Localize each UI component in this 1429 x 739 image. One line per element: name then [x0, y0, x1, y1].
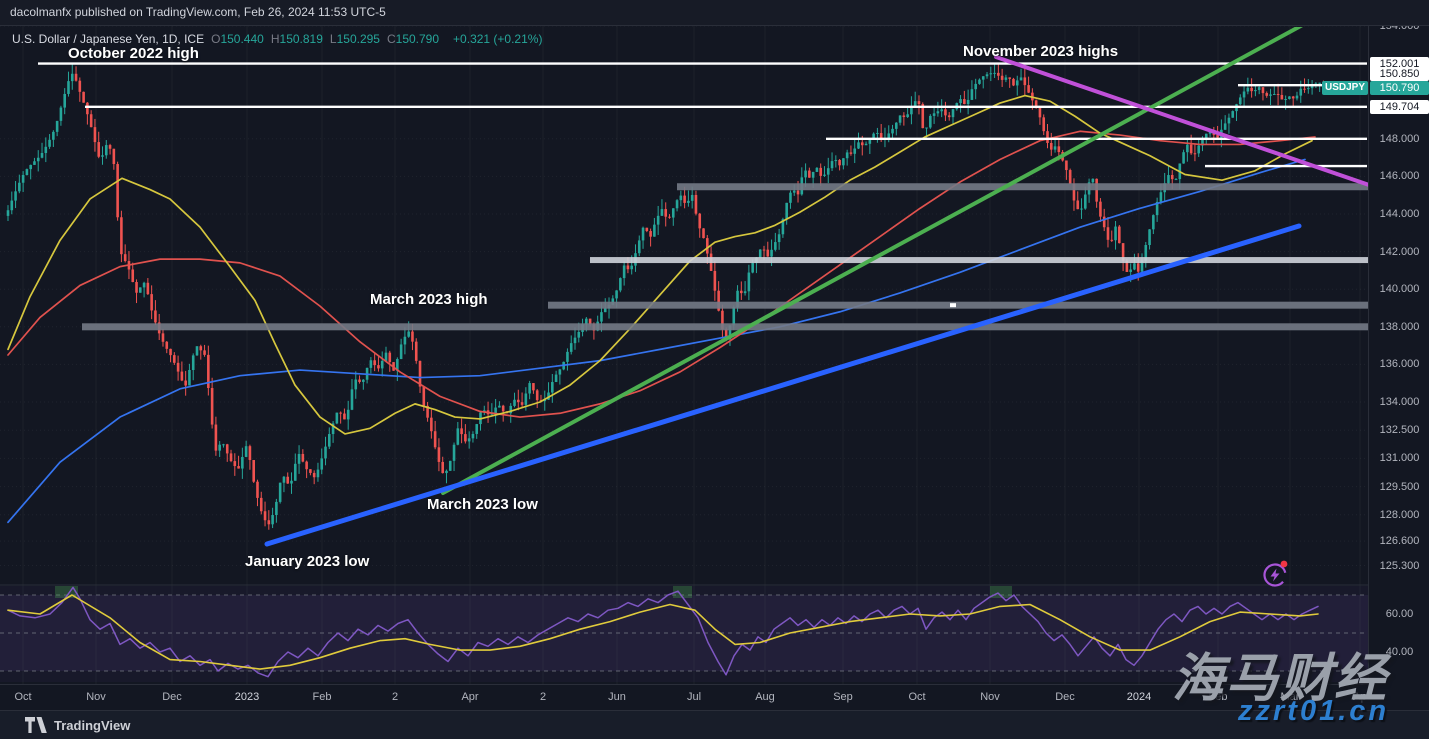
time-axis-label: Sep — [833, 691, 853, 703]
price-axis-label: 138.000 — [1379, 320, 1420, 333]
time-axis-label: Ap — [1353, 691, 1367, 703]
notification-dot — [1280, 560, 1288, 568]
time-axis-label: 2024 — [1126, 691, 1152, 703]
time-axis-label: Oct — [14, 691, 32, 703]
chart-annotation: October 2022 high — [68, 45, 199, 62]
price-axis-label: 136.000 — [1379, 358, 1420, 371]
price-axis-label: 146.000 — [1379, 170, 1420, 183]
ohlc-value: C150.790 — [386, 32, 440, 46]
price-axis-label: 142.000 — [1379, 245, 1420, 258]
ohlc-value: O150.440 — [211, 32, 264, 46]
price-axis-label: 132.500 — [1379, 424, 1420, 437]
flash-circle-icon — [1263, 563, 1287, 587]
indicator-axis-label: 60.00 — [1385, 608, 1414, 620]
price-axis-label: 144.000 — [1379, 208, 1420, 220]
chart-annotation: January 2023 low — [245, 553, 370, 570]
price-level-label: 149.704 — [1370, 100, 1429, 114]
price-axis-label: 140.000 — [1379, 283, 1420, 296]
chart-annotation: March 2023 low — [427, 496, 538, 513]
current-price-label: 150.790 — [1370, 81, 1429, 95]
ohlc-value: L150.295 — [329, 32, 380, 46]
price-axis-label: 125.300 — [1379, 559, 1420, 572]
time-axis-label: Feb — [312, 691, 332, 703]
symbol-ohlc-row: U.S. Dollar / Japanese Yen, 1D, ICE O150… — [12, 31, 542, 47]
time-axis-label: 2023 — [234, 691, 260, 703]
chart-annotation: November 2023 highs — [963, 43, 1119, 60]
time-axis-label: Oct — [908, 691, 926, 703]
publish-bar: dacolmanfx published on TradingView.com,… — [0, 0, 1429, 26]
ohlc-change: +0.321 (+0.21%) — [453, 32, 543, 46]
time-axis-label: 2 — [391, 691, 399, 703]
time-axis-label: Dec — [162, 691, 182, 703]
price-axis-label: 128.000 — [1379, 508, 1420, 521]
time-axis[interactable]: Oct Nov Dec 2023 Feb 2 Apr 2 Jun Jul Aug Sep Oct Nov D… — [0, 684, 1368, 710]
time-axis-label: Apr — [461, 691, 479, 703]
price-level-label: 150.850 — [1370, 67, 1429, 81]
time-axis-label: Nov — [980, 691, 1000, 703]
tradingview-logo-text: TradingView — [54, 717, 131, 733]
time-axis-label: Dec — [1055, 691, 1075, 703]
time-axis-label: Mar — [1280, 691, 1300, 703]
time-axis-label: Aug — [755, 691, 775, 703]
price-axis-label: 131.000 — [1379, 452, 1420, 465]
price-axis[interactable]: 154.000 148.000 146.000 144.000 142.000 140.0… — [1368, 20, 1429, 684]
price-axis-label: 129.500 — [1379, 480, 1420, 493]
time-axis-label: Nov — [86, 691, 106, 703]
indicator-axis-label: 40.00 — [1385, 646, 1414, 658]
ideas-flash-button[interactable] — [1256, 555, 1296, 593]
time-axis-label: Jul — [686, 691, 702, 703]
chart-annotation: March 2023 high — [370, 291, 488, 308]
time-axis-label: 2 — [539, 691, 547, 703]
time-axis-label: Feb — [1208, 691, 1228, 703]
lightning-bolt-icon — [1270, 568, 1280, 582]
bottom-bar: TradingView — [0, 710, 1429, 739]
tradingview-logo-icon — [25, 717, 47, 733]
price-axis-label: 134.000 — [1379, 396, 1420, 408]
time-axis-label: Jun — [608, 691, 626, 703]
watermark-url: zzrt01.cn — [1238, 695, 1390, 727]
ohlc-values: O150.440 H150.819 L150.295 C150.790 — [211, 32, 446, 46]
ohlc-value: H150.819 — [270, 32, 323, 46]
publish-text: dacolmanfx published on TradingView.com,… — [10, 5, 386, 19]
symbol-title: U.S. Dollar / Japanese Yen, 1D, ICE — [12, 32, 205, 46]
tradingview-logo[interactable]: TradingView — [25, 717, 130, 733]
price-axis-label: 148.000 — [1379, 132, 1420, 145]
price-axis-label: 126.600 — [1379, 535, 1420, 548]
symbol-price-label-badge: USDJPY — [1322, 81, 1368, 95]
watermark-cjk: 海马财经 — [1172, 650, 1389, 708]
